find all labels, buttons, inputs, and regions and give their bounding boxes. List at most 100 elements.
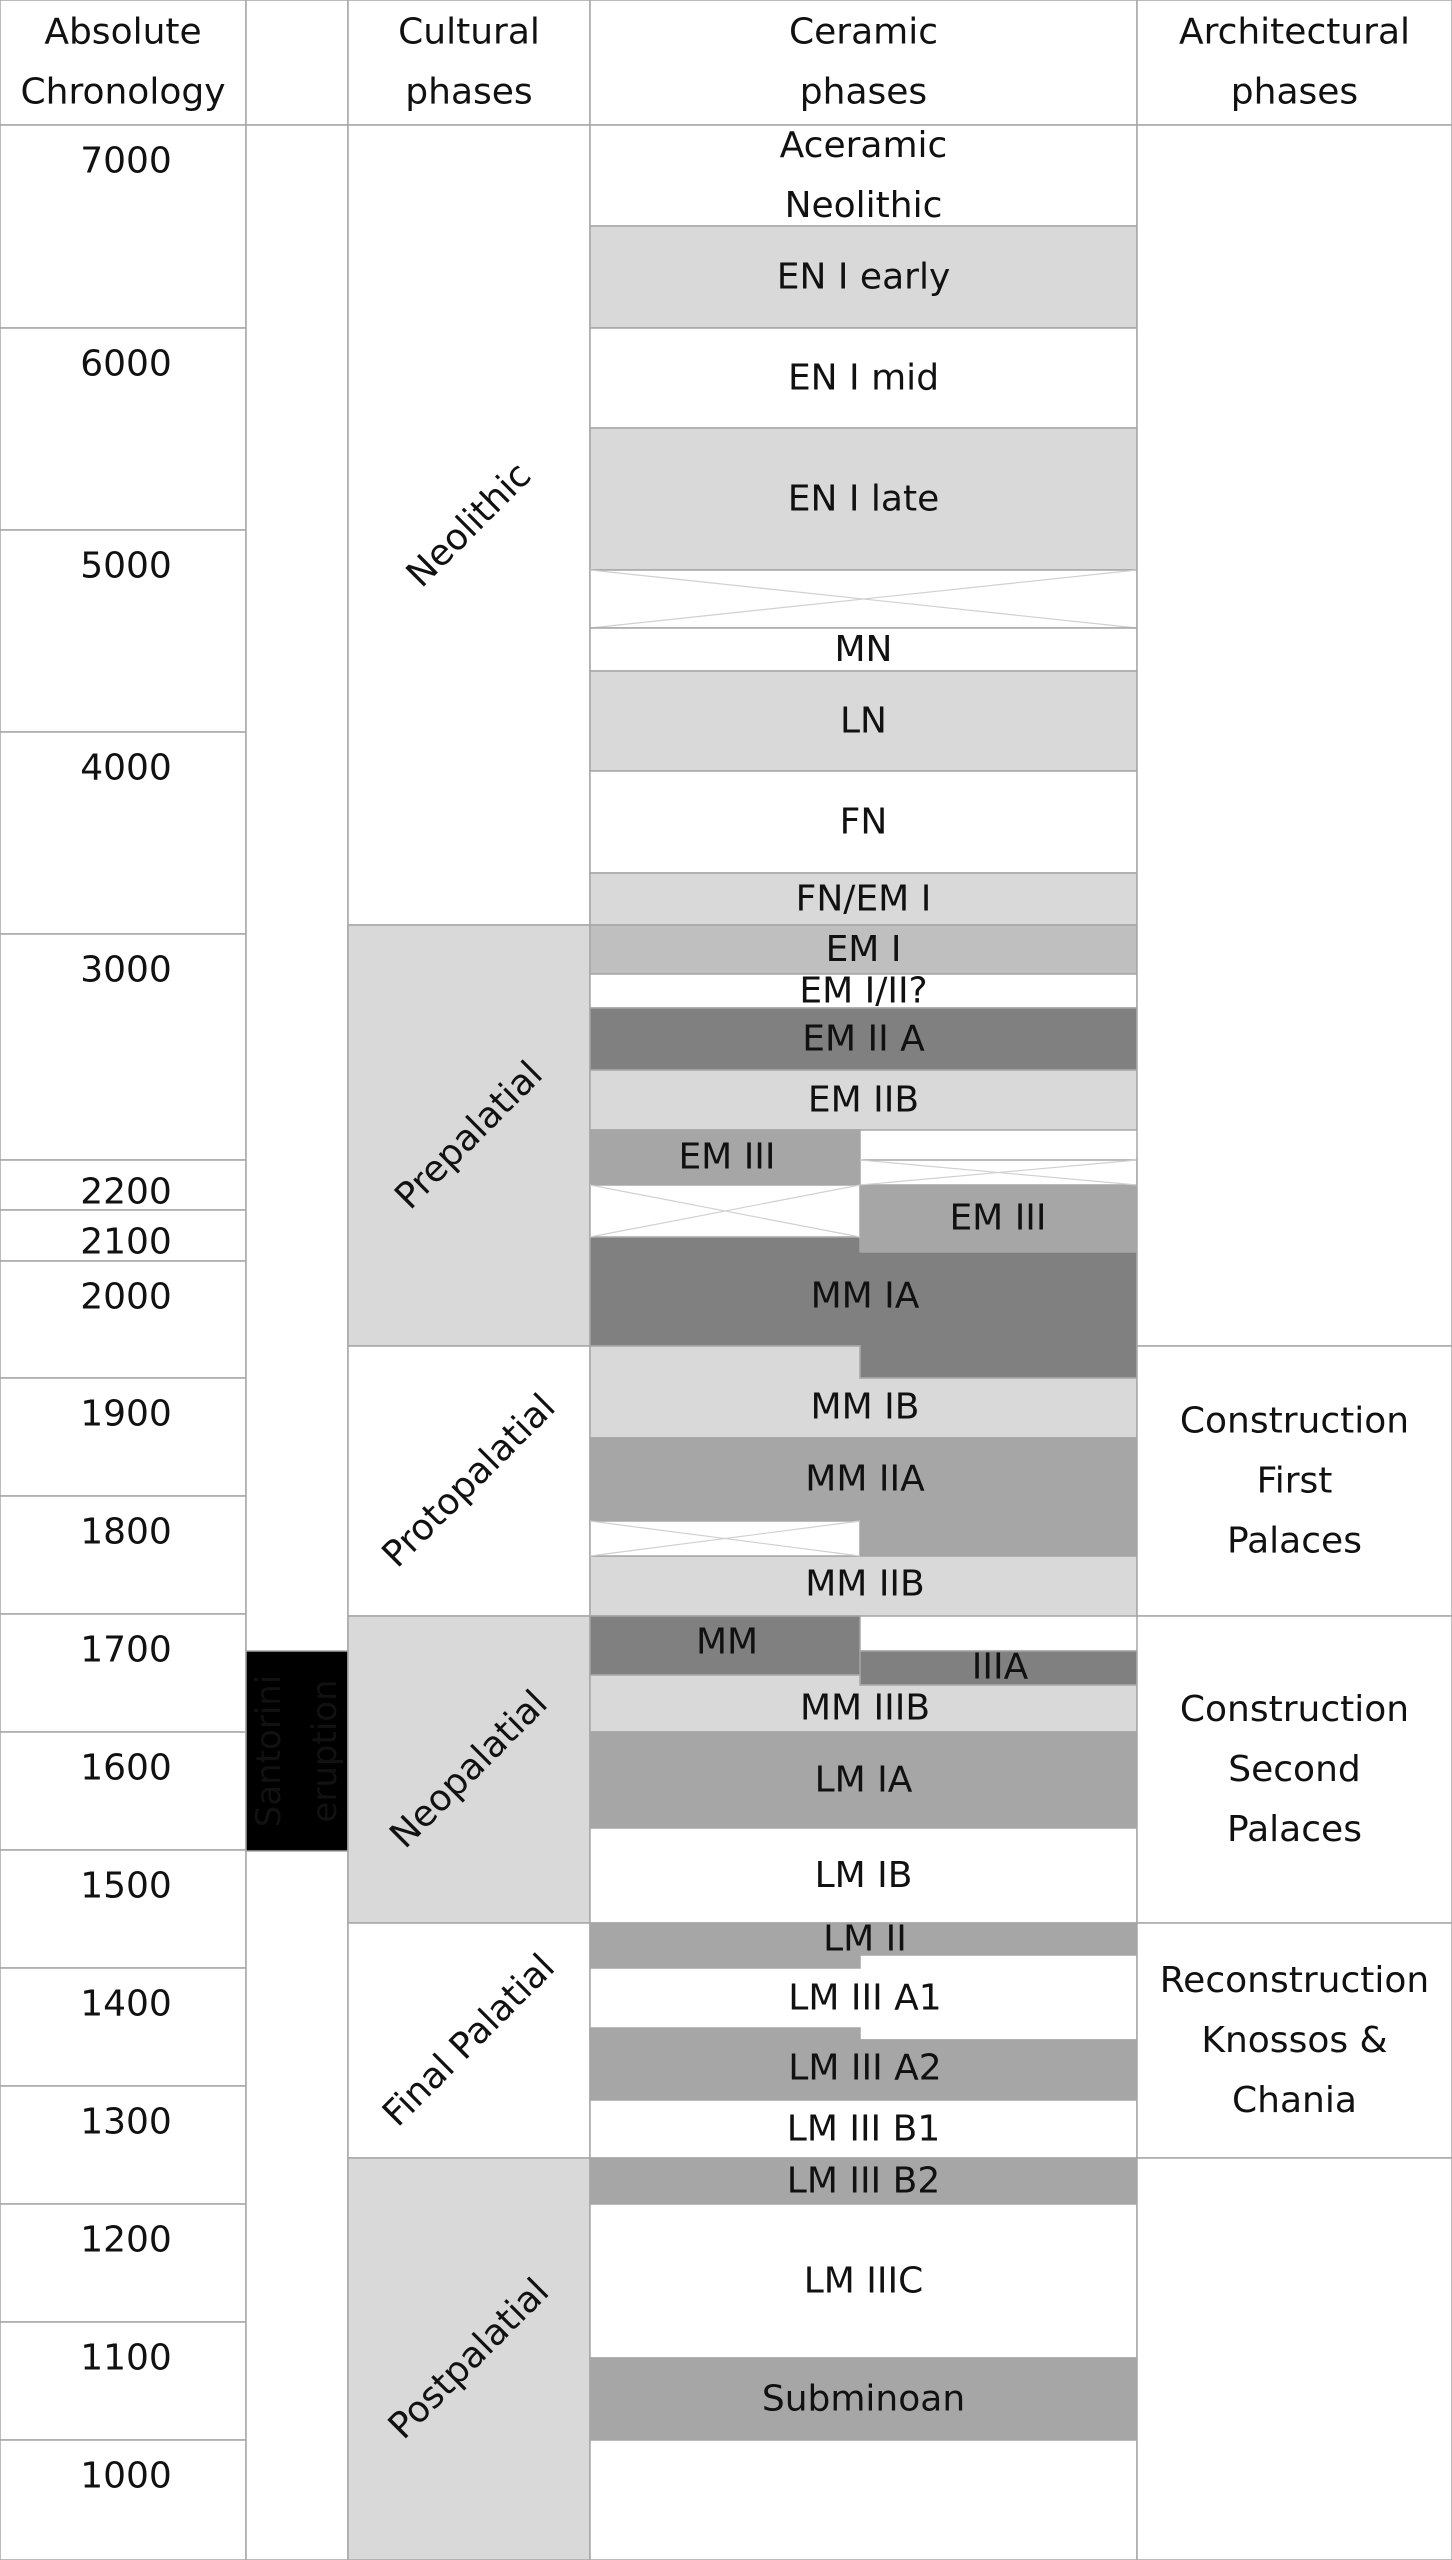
ceramic-phase-label-line: LN <box>840 701 887 742</box>
ceramic-phase-label: EN I mid <box>788 358 939 399</box>
ceramic-phase-label: MN <box>835 629 893 670</box>
chronology-year-label: 7000 <box>80 141 172 182</box>
header-absolute-chronology-line: Chronology <box>20 72 225 113</box>
header-ceramic-phases-line: Ceramic <box>789 12 938 53</box>
santorini-eruption-label: Santorini eruption <box>249 1675 345 1828</box>
chronology-year-label: 3000 <box>80 950 172 991</box>
chronology-year-label: 1200 <box>80 2220 172 2261</box>
chronology-cell <box>0 1613 247 1733</box>
chronology-cell <box>0 1495 247 1615</box>
ceramic-phase-label: MM IIB <box>805 1564 925 1605</box>
architectural-phase-label-line: Construction <box>1180 1689 1409 1730</box>
ceramic-phase-label-line: EM I/II? <box>799 971 927 1012</box>
ceramic-gap-cross <box>589 569 1138 629</box>
ceramic-phase-label-line: LM III B1 <box>787 2109 940 2150</box>
ceramic-phase-label: EM IIB <box>808 1080 919 1121</box>
chronology-cell <box>0 1731 247 1851</box>
cultural-phase-prepalatial <box>347 924 591 1347</box>
ceramic-phase-label-line: LM III B2 <box>787 2161 940 2202</box>
ceramic-phase-label-line: EM II A <box>802 1019 925 1060</box>
ceramic-phase-label-line: Neolithic <box>785 185 943 226</box>
ceramic-phase-label-line: LM IIIC <box>804 2261 924 2302</box>
ceramic-phase-label: EM II A <box>802 1019 925 1060</box>
architectural-phase-label-line: Second <box>1228 1749 1361 1790</box>
santorini-eruption-label-line: eruption <box>305 1679 345 1822</box>
header-ceramic-phases: Ceramic phases <box>789 12 938 113</box>
ceramic-phase-label: EM III <box>678 1137 775 1178</box>
chronology-year-label: 6000 <box>80 344 172 385</box>
header-blank-cell <box>245 0 349 126</box>
ceramic-phase-label-line: LM IB <box>815 1855 913 1896</box>
cultural-phase-final-palatial <box>347 1922 591 2159</box>
chronology-year-label: 1300 <box>80 2102 172 2143</box>
chronology-year-label: 1000 <box>80 2456 172 2497</box>
architectural-blank-cell <box>1136 2157 1452 2560</box>
chronology-year-label: 1100 <box>80 2338 172 2379</box>
ceramic-phase-label-line: Subminoan <box>762 2379 965 2420</box>
header-absolute-chronology: Absolute Chronology <box>20 12 225 113</box>
architectural-phase-label: Reconstruction Knossos & Chania <box>1160 1960 1429 2121</box>
blank-column <box>245 124 349 2560</box>
chronology-cell <box>0 2439 247 2560</box>
architectural-phase-label: Construction First Palaces <box>1180 1401 1409 1562</box>
architectural-phase-label-line: Palaces <box>1227 1809 1362 1850</box>
ceramic-phase-label: MM IB <box>811 1387 920 1428</box>
ceramic-phase-label-line: MM IIA <box>805 1459 925 1500</box>
ceramic-phase-label-line: MM <box>696 1622 758 1663</box>
chronology-cell <box>0 1849 247 1969</box>
ceramic-phase-label-line: MM IIB <box>805 1564 925 1605</box>
ceramic-phase-label-line: Aceramic <box>780 125 948 166</box>
chronology-year-label: 2000 <box>80 1277 172 1318</box>
cultural-phase-neopalatial <box>347 1615 591 1924</box>
chronology-cell <box>0 2321 247 2441</box>
ceramic-phase-label-line: MN <box>835 629 893 670</box>
chronology-year-label: 5000 <box>80 546 172 587</box>
chronology-year-label: 2200 <box>80 1172 172 1213</box>
architectural-phase-label: Construction Second Palaces <box>1180 1689 1409 1850</box>
ceramic-phase-label-line: LM II <box>823 1919 907 1960</box>
header-cultural-cell <box>347 0 591 126</box>
header-ceramic-phases-line: phases <box>800 72 927 113</box>
ceramic-phase-label-line: MM IB <box>811 1387 920 1428</box>
header-architectural-phases-line: phases <box>1231 72 1358 113</box>
ceramic-phase-label: MM IA <box>811 1276 920 1317</box>
header-cultural-phases-line: Cultural <box>398 12 540 53</box>
chronology-cell <box>0 1209 247 1262</box>
header-cultural-phases: Cultural phases <box>398 12 540 113</box>
header-cultural-phases-line: phases <box>405 72 532 113</box>
chronology-year-label: 4000 <box>80 748 172 789</box>
ceramic-phase-label: Subminoan <box>762 2379 965 2420</box>
header-architectural-phases: Architectural phases <box>1179 12 1410 113</box>
architectural-phase-label-line: Knossos & <box>1201 2020 1387 2061</box>
ceramic-phase-label: LM III A1 <box>788 1978 941 2019</box>
ceramic-phase-label-line: EN I early <box>777 257 951 298</box>
chronology-cell <box>0 731 247 935</box>
ceramic-phase-label: LM IIIC <box>804 2261 924 2302</box>
ceramic-phase-label: EM III <box>949 1198 1046 1239</box>
ceramic-phase-label: EN I late <box>788 479 940 520</box>
chronology-cell <box>0 1967 247 2087</box>
chronology-year-label: 1900 <box>80 1394 172 1435</box>
chronology-cell <box>0 327 247 531</box>
architectural-blank-cell <box>1136 124 1452 1347</box>
ceramic-phase-label: FN <box>840 802 888 843</box>
ceramic-phase-label: EM I/II? <box>799 971 927 1012</box>
ceramic-gap-cross <box>859 1159 1138 1186</box>
ceramic-phase-label: LM III B2 <box>787 2161 940 2202</box>
chronology-year-label: 2100 <box>80 1222 172 1263</box>
ceramic-phase-label: MM <box>696 1622 758 1663</box>
ceramic-phase-label-line: LM III A1 <box>788 1978 941 2019</box>
header-absolute-cell <box>0 0 247 126</box>
chronology-year-label: 1700 <box>80 1630 172 1671</box>
ceramic-phase-label-line: FN/EM I <box>796 879 932 920</box>
ceramic-phase-label-line: MM IIIB <box>800 1688 930 1729</box>
cultural-phase-protopalatial <box>347 1345 591 1617</box>
ceramic-phase-label-line: LM IA <box>815 1760 913 1801</box>
chronology-cell <box>0 124 247 329</box>
ceramic-phase-label: Aceramic Neolithic <box>780 125 948 226</box>
architectural-phase-cell <box>1136 1345 1452 1617</box>
ceramic-phase-label: IIIA <box>972 1647 1029 1688</box>
ceramic-phase-label: LM III B1 <box>787 2109 940 2150</box>
ceramic-phase-label: MM IIA <box>805 1459 925 1500</box>
